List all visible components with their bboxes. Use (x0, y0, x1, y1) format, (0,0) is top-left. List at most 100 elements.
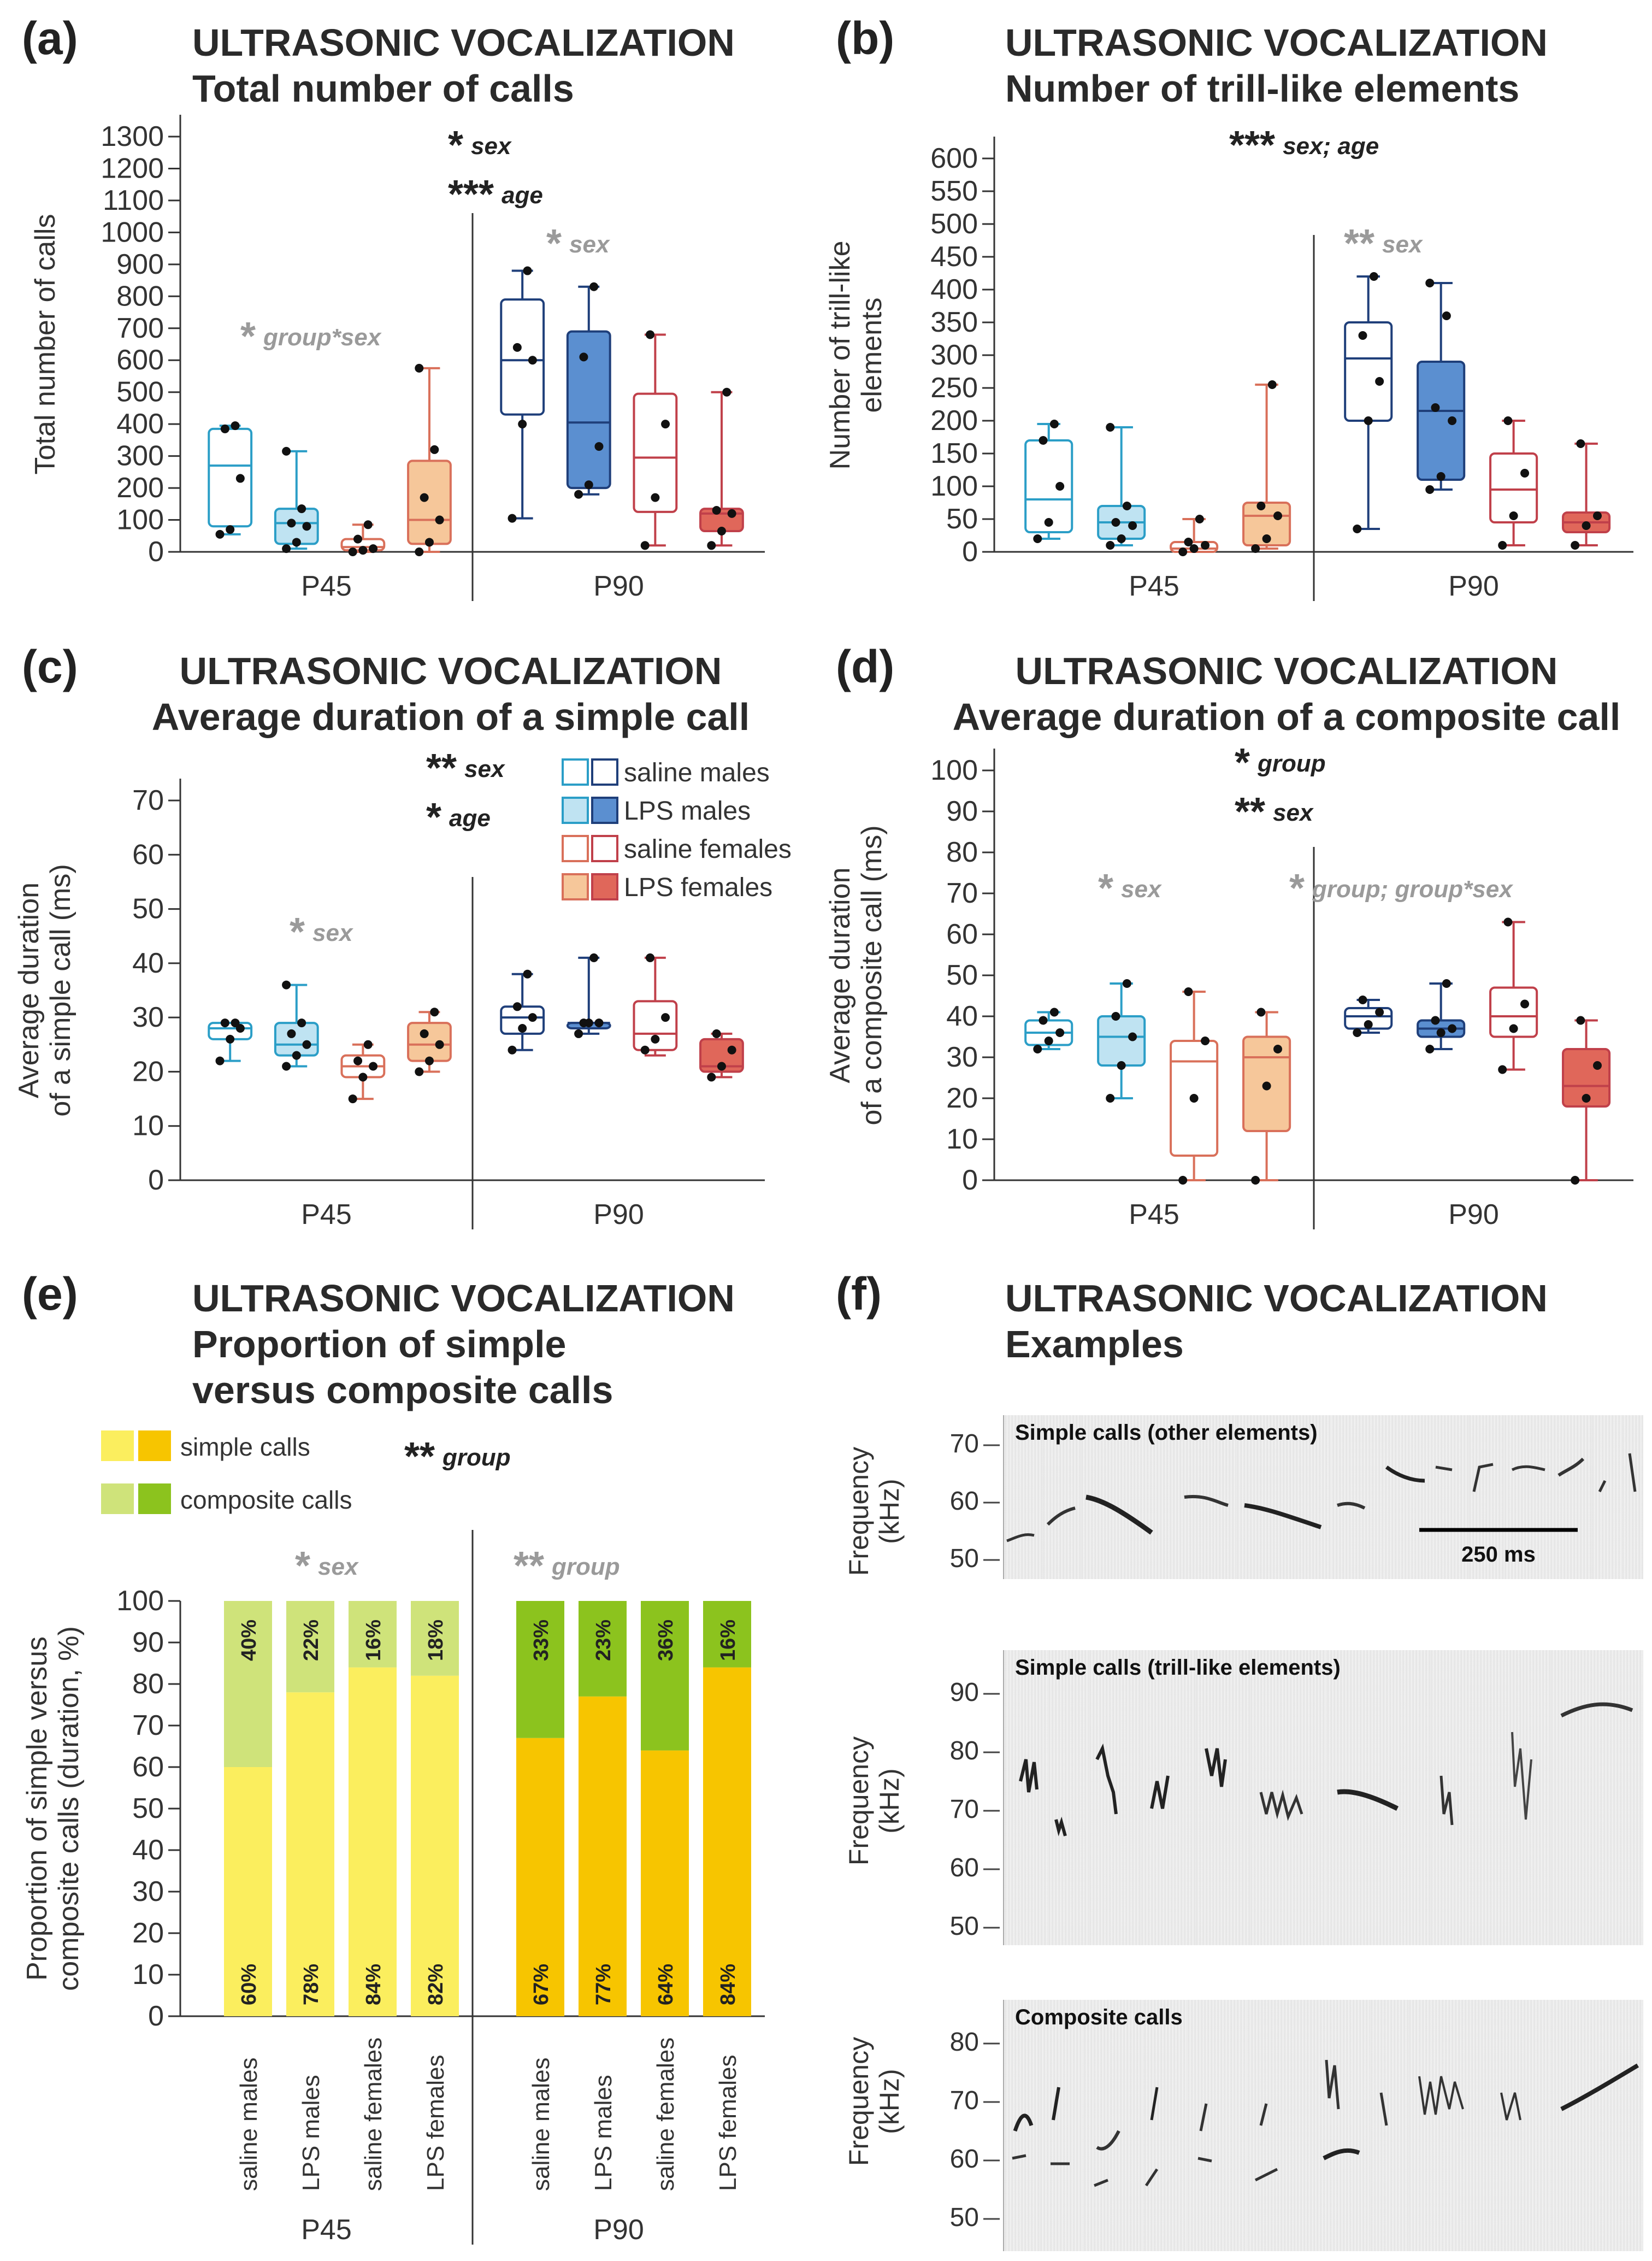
legend-swatch-simple-p90 (138, 1430, 171, 1461)
group-label-P90: P90 (593, 570, 644, 602)
group-label-P45: P45 (301, 2214, 352, 2246)
significance-annotation: *** sex; age (1229, 123, 1379, 167)
data-point (1520, 469, 1530, 478)
box-iqr (274, 1022, 319, 1057)
spectrogram-row2-label: Simple calls (trill-like elements) (1015, 1656, 1341, 1680)
significance-annotation: ** sex (1344, 222, 1423, 266)
y-tick-label: 1300 (101, 121, 164, 152)
bar-P90-saline-females: 64% 36% saline females (641, 1601, 689, 2191)
y-tick-label: 1000 (101, 216, 164, 248)
y-tick-label: 500 (930, 208, 978, 240)
data-point (1044, 518, 1053, 527)
data-point (707, 1073, 716, 1082)
box-iqr (407, 460, 452, 545)
y-tick-label: 70 (946, 878, 978, 909)
bar-segment-simple (349, 1667, 397, 2016)
data-point (579, 1018, 588, 1028)
box-P45-LPS-males (274, 980, 319, 1071)
data-point (297, 504, 306, 514)
significance-factor: sex; age (1283, 133, 1379, 160)
box-P90-LPS-females (699, 1029, 744, 1082)
data-label-simple: 77% (592, 1964, 615, 2005)
data-point (358, 546, 368, 555)
data-point (1593, 511, 1602, 520)
y-tick-label: 50 (946, 503, 978, 535)
row1-tick-70: 70 (950, 1429, 979, 1458)
box-P45-LPS-females (407, 1008, 452, 1076)
y-axis-label-line: Average duration (13, 882, 45, 1098)
legend-swatch-composite-p45 (101, 1483, 134, 1514)
data-point (1201, 541, 1210, 550)
legend-swatch-composite-p90 (138, 1483, 171, 1514)
significance-annotation: * group; group*sex (1289, 867, 1513, 910)
row1-tick-60: 60 (950, 1487, 979, 1516)
data-point (1576, 439, 1585, 448)
significance-stars: ** (404, 1435, 435, 1479)
y-tick-label: 40 (132, 947, 164, 979)
x-tick-label: LPS females (422, 2055, 449, 2191)
significance-factor: age (502, 182, 543, 209)
data-point (1442, 311, 1451, 320)
data-point (651, 1034, 660, 1044)
y-tick-label: 550 (930, 175, 978, 207)
data-point (1106, 423, 1115, 432)
significance-stars: * (448, 123, 463, 167)
y-tick-label: 10 (946, 1123, 978, 1155)
y-tick-label: 0 (962, 536, 978, 568)
data-point (523, 969, 532, 979)
data-point (1353, 525, 1362, 533)
y-axis-label-line: Total number of calls (30, 214, 61, 475)
y-tick-label: 250 (930, 372, 978, 404)
data-point (415, 363, 424, 373)
significance-factor: group; group*sex (1312, 876, 1513, 903)
y-tick-label: 90 (132, 1627, 164, 1658)
significance-stars: ** (514, 1544, 544, 1588)
data-point (1178, 547, 1188, 556)
data-point (220, 424, 229, 433)
data-label-simple: 67% (530, 1964, 553, 2005)
data-point (523, 266, 532, 275)
box-P90-saline-males (500, 266, 545, 523)
data-point (661, 420, 670, 429)
row2-tick-50: 50 (950, 1912, 979, 1941)
data-point (1251, 544, 1260, 553)
y-axis-label-line: of a simple call (ms) (45, 864, 76, 1116)
bar-segment-composite (286, 1601, 334, 1693)
data-point (1267, 380, 1277, 389)
box-P45-saline-females (1170, 987, 1219, 1185)
y-tick-label: 400 (116, 408, 164, 440)
data-point (722, 387, 731, 397)
data-point (282, 980, 291, 990)
panel-label-a: (a) (22, 13, 78, 64)
data-point (215, 1056, 225, 1065)
data-point (1520, 999, 1530, 1009)
row1-tick-50: 50 (950, 1544, 979, 1573)
data-point (1106, 1094, 1115, 1103)
title-e: ULTRASONIC VOCALIZATION (192, 1277, 735, 1320)
legend-label-composite: composite calls (180, 1486, 352, 1514)
data-point (420, 1029, 429, 1038)
significance-annotation: * group (1235, 741, 1326, 785)
data-point (1503, 416, 1513, 425)
row3-tick-70: 70 (950, 2086, 979, 2115)
data-point (1262, 1081, 1271, 1091)
bar-segment-composite (224, 1601, 272, 1767)
data-point (282, 1062, 291, 1071)
bar-P90-LPS-males: 77% 23% LPS males (579, 1601, 627, 2191)
row2-tick-90: 90 (950, 1678, 979, 1707)
y-tick-label: 40 (946, 1000, 978, 1032)
box-P45-saline-males (1024, 420, 1073, 543)
y-axis-label: Proportion of simple versuscomposite cal… (21, 1626, 85, 1991)
data-point (1178, 1176, 1188, 1185)
data-point (292, 1051, 301, 1060)
data-label-composite: 22% (300, 1620, 323, 1661)
legend-stacked: simple calls composite calls (101, 1430, 352, 1514)
legend-label-saline_males: saline males (624, 758, 770, 787)
significance-annotation: * sex (290, 910, 353, 954)
y-tick-label: 80 (132, 1668, 164, 1700)
data-point (430, 445, 439, 454)
data-label-simple: 78% (300, 1964, 323, 2005)
data-point (226, 525, 235, 534)
data-point (287, 1029, 296, 1038)
significance-stars: * (240, 315, 256, 358)
